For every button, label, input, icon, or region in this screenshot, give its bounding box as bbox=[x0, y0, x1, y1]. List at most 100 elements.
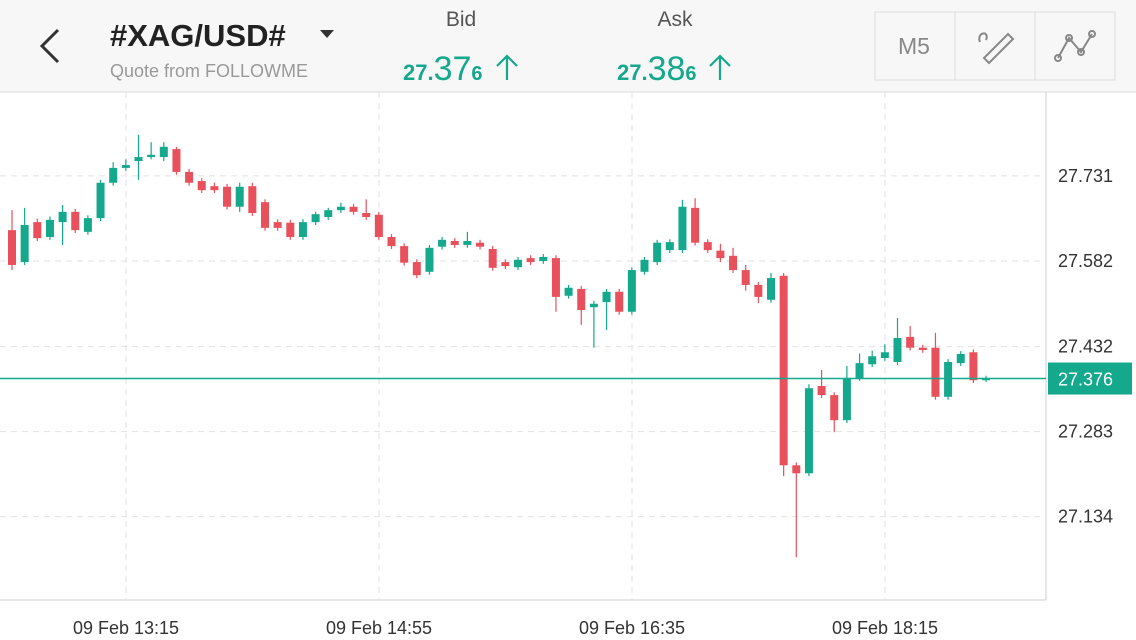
dropdown-caret[interactable] bbox=[320, 30, 334, 38]
candle-body bbox=[197, 181, 206, 191]
candle-body bbox=[349, 206, 358, 212]
candle-body bbox=[412, 262, 421, 276]
candle-body bbox=[476, 242, 485, 247]
current-price-label: 27.376 bbox=[1058, 370, 1113, 390]
candle-body bbox=[311, 214, 320, 223]
indicator-button[interactable] bbox=[1054, 30, 1096, 62]
indicator-dot[interactable] bbox=[1077, 48, 1085, 56]
y-tick-label: 27.731 bbox=[1058, 166, 1113, 186]
ask-label: Ask bbox=[657, 8, 693, 31]
candle-body bbox=[387, 236, 396, 247]
ask-mid: 38 bbox=[648, 50, 686, 88]
plot: 09 Feb 13:15 09 Feb 14:55 09 Feb 16:35 09 F… bbox=[0, 92, 1132, 638]
candle-body bbox=[172, 149, 181, 172]
candle-body bbox=[83, 218, 92, 232]
candle-body bbox=[691, 207, 700, 243]
candle-body bbox=[235, 186, 244, 207]
candle-body bbox=[210, 186, 219, 191]
back-button[interactable] bbox=[20, 20, 80, 72]
y-tick-label: 27.432 bbox=[1058, 337, 1113, 357]
candle-body bbox=[185, 171, 194, 183]
current-price-box bbox=[1048, 362, 1132, 395]
indicator-dot[interactable] bbox=[1065, 34, 1073, 42]
candle-body bbox=[703, 242, 712, 251]
candle-body bbox=[792, 465, 801, 474]
candle-body bbox=[678, 206, 687, 251]
candle-body bbox=[261, 202, 269, 228]
candle-body bbox=[931, 347, 940, 397]
y-tick-label: 27.582 bbox=[1058, 251, 1113, 271]
candle-body bbox=[729, 255, 738, 271]
candle-body bbox=[159, 146, 168, 158]
candle-body bbox=[880, 352, 889, 358]
bid-price: 27.376 bbox=[403, 50, 483, 88]
candle-body bbox=[488, 248, 497, 268]
toolbar: M5 bbox=[874, 11, 1116, 81]
candle-body bbox=[71, 211, 80, 231]
candle-body bbox=[577, 288, 586, 311]
indicator-dot[interactable] bbox=[1088, 30, 1096, 38]
candle-body bbox=[109, 167, 118, 183]
indicator-dot[interactable] bbox=[1054, 54, 1062, 62]
ask-small: 6 bbox=[685, 63, 696, 85]
ask-price: 27.386 bbox=[617, 50, 697, 88]
back-arrow[interactable] bbox=[39, 28, 60, 64]
candle-body bbox=[779, 275, 788, 466]
candle-body bbox=[741, 270, 750, 285]
x-tick-label: 09 Feb 18:15 bbox=[832, 618, 938, 638]
bid-small: 6 bbox=[471, 63, 482, 85]
candle-body bbox=[20, 224, 29, 263]
bid-int: 27. bbox=[403, 60, 434, 85]
back-hit[interactable] bbox=[20, 20, 80, 72]
pen-icon[interactable] bbox=[982, 32, 1015, 65]
candle-body bbox=[564, 287, 573, 296]
candle-body bbox=[716, 250, 725, 259]
candle-body bbox=[539, 256, 548, 261]
candle-body bbox=[463, 240, 472, 245]
candle-body bbox=[438, 239, 447, 247]
candle-body bbox=[33, 222, 42, 239]
candle-body bbox=[147, 154, 156, 158]
candle-body bbox=[767, 278, 775, 300]
bid-label: Bid bbox=[446, 8, 476, 31]
candle-body bbox=[906, 336, 915, 348]
candle-body bbox=[602, 291, 611, 303]
draw-tool-button[interactable] bbox=[978, 32, 1015, 65]
candle-body bbox=[223, 186, 232, 207]
candle-body bbox=[653, 242, 662, 263]
candle-body bbox=[868, 356, 877, 365]
x-tick-label: 09 Feb 14:55 bbox=[326, 618, 432, 638]
candle-body bbox=[121, 165, 130, 168]
candle-body bbox=[804, 388, 813, 474]
candle-body bbox=[830, 395, 839, 421]
pen-scribble[interactable] bbox=[978, 32, 988, 43]
candle-body bbox=[45, 219, 54, 237]
candle-body bbox=[982, 378, 991, 381]
candle-body bbox=[526, 258, 535, 263]
symbol-title[interactable]: #XAG/USD# bbox=[110, 18, 286, 53]
y-tick-label: 27.134 bbox=[1058, 507, 1113, 527]
ask-up-arrow bbox=[709, 54, 731, 80]
candle-body bbox=[324, 210, 333, 218]
candle-body bbox=[362, 213, 371, 218]
candle-body bbox=[589, 303, 598, 308]
bid-mid: 37 bbox=[434, 50, 472, 88]
candle-body bbox=[248, 186, 257, 214]
timeframe-button[interactable]: M5 bbox=[898, 33, 930, 59]
candle-body bbox=[842, 377, 851, 421]
candle-body bbox=[969, 352, 978, 381]
x-tick-label: 09 Feb 13:15 bbox=[73, 618, 179, 638]
candle-body bbox=[855, 363, 864, 378]
candle-body bbox=[817, 385, 826, 396]
indicator-icon[interactable] bbox=[1057, 33, 1093, 59]
candle-body bbox=[58, 211, 67, 223]
bid-up-arrow bbox=[496, 54, 518, 80]
candle-body bbox=[134, 157, 143, 162]
candle-body bbox=[754, 284, 763, 297]
candle-body bbox=[640, 259, 649, 272]
candle-body bbox=[450, 240, 459, 245]
y-tick-label: 27.283 bbox=[1058, 422, 1113, 442]
candle-body bbox=[944, 361, 953, 397]
